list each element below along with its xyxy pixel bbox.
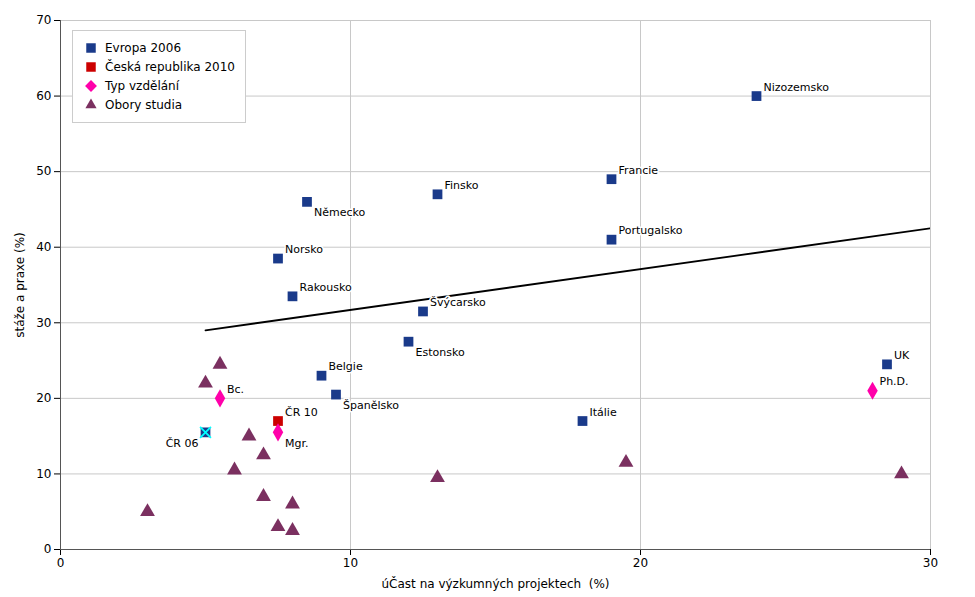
- svg-text:Estonsko: Estonsko: [416, 346, 465, 359]
- svg-text:Belgie: Belgie: [329, 360, 363, 373]
- svg-text:Francie: Francie: [619, 164, 659, 177]
- svg-text:Nizozemsko: Nizozemsko: [764, 81, 830, 94]
- svg-text:50: 50: [36, 164, 51, 178]
- svg-text:10: 10: [343, 556, 358, 570]
- svg-text:Norsko: Norsko: [285, 243, 323, 256]
- svg-text:Finsko: Finsko: [445, 179, 479, 192]
- svg-text:20: 20: [633, 556, 648, 570]
- svg-text:Itálie: Itálie: [590, 406, 617, 419]
- svg-text:Portugalsko: Portugalsko: [619, 224, 683, 237]
- svg-text:0: 0: [44, 542, 52, 556]
- svg-text:Švýcarsko: Švýcarsko: [430, 296, 486, 309]
- svg-text:úČast na výzkumných projektech: úČast na výzkumných projektech (%): [382, 576, 610, 591]
- svg-text:Německo: Německo: [314, 206, 366, 219]
- svg-text:70: 70: [36, 13, 51, 27]
- svg-text:10: 10: [36, 467, 51, 481]
- svg-text:UK: UK: [894, 349, 910, 362]
- svg-text:30: 30: [923, 556, 938, 570]
- svg-text:40: 40: [36, 240, 51, 254]
- html-text:Evropa 2006: Evropa 2006: [105, 41, 181, 55]
- svg-text:ČR 10: ČR 10: [285, 406, 318, 419]
- html-text:Obory studia: Obory studia: [105, 98, 183, 112]
- svg-text:ČR 06: ČR 06: [166, 437, 199, 450]
- svg-text:30: 30: [36, 316, 51, 330]
- svg-text:stáže a praxe (%): stáže a praxe (%): [13, 232, 27, 338]
- svg-text:60: 60: [36, 89, 51, 103]
- svg-text:Španělsko: Španělsko: [343, 399, 399, 412]
- html-text:Česká republika 2010: Česká republika 2010: [105, 60, 235, 74]
- svg-text:Mgr.: Mgr.: [285, 437, 308, 450]
- svg-text:0: 0: [57, 556, 65, 570]
- html-text:Typ vzdělání: Typ vzdělání: [105, 79, 179, 93]
- svg-text:20: 20: [36, 391, 51, 405]
- svg-text:Ph.D.: Ph.D.: [880, 375, 909, 388]
- svg-text:Rakousko: Rakousko: [300, 281, 353, 294]
- svg-text:Bc.: Bc.: [227, 383, 244, 396]
